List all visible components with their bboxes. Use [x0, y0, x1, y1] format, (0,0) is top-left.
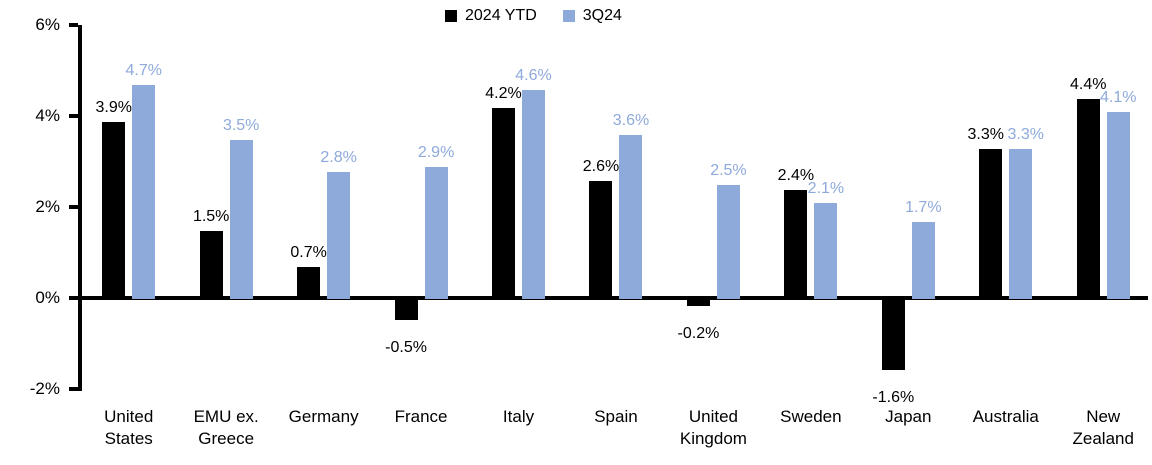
y-axis-label: 2% [35, 197, 60, 216]
bar-2024ytd-emu-ex-greece [199, 230, 223, 299]
value-label: 4.1% [1099, 89, 1137, 107]
bar-2024ytd-sweden [784, 189, 808, 299]
bar-3q24-france [424, 167, 448, 299]
y-axis-tick [69, 296, 78, 300]
value-label: 3.9% [95, 98, 132, 116]
value-label: 2.4% [777, 166, 815, 184]
value-label: 1.7% [905, 198, 942, 216]
bar-3q24-germany [327, 171, 351, 299]
bar-3q24-australia [1009, 148, 1033, 299]
value-label: 1.5% [192, 207, 230, 225]
zero-axis-line [78, 296, 1148, 300]
y-axis-label: 0% [35, 288, 60, 307]
value-label: 2.6% [582, 157, 620, 175]
bar-2024ytd-new-zealand [1076, 98, 1100, 299]
bar-3q24-italy [522, 89, 546, 299]
bar-3q24-emu-ex-greece [229, 139, 253, 299]
y-axis-tick [69, 205, 78, 209]
value-label: 4.6% [515, 66, 552, 84]
value-label: 3.3% [967, 125, 1004, 143]
x-axis-label: EMU ex. Greece [193, 407, 259, 448]
value-label: 2.8% [320, 148, 357, 166]
bar-3q24-japan [911, 221, 935, 299]
x-axis-label: Australia [972, 407, 1039, 426]
x-axis-label: Spain [594, 407, 638, 426]
x-axis-label: United States [104, 407, 154, 448]
value-label: -0.2% [677, 325, 720, 343]
value-label: -1.6% [872, 388, 915, 406]
bar-2024ytd-italy [492, 107, 516, 299]
legend-label-3q24: 3Q24 [582, 7, 622, 24]
y-axis-label: -2% [29, 379, 60, 398]
value-label: 4.2% [485, 84, 522, 102]
x-axis-label: Italy [502, 407, 535, 426]
y-axis-label: 4% [35, 106, 60, 125]
chart-legend: 2024 YTD 3Q24 [445, 7, 622, 25]
legend-label-2024-ytd: 2024 YTD [465, 7, 537, 24]
bar-3q24-spain [619, 135, 643, 299]
bar-2024ytd-france [394, 297, 418, 320]
legend-item-3q24: 3Q24 [562, 7, 622, 25]
legend-swatch-3q24 [562, 10, 575, 22]
y-axis-label: 6% [35, 15, 60, 34]
bar-3q24-new-zealand [1106, 112, 1130, 299]
y-axis-line [78, 25, 82, 391]
value-label: 3.5% [222, 116, 260, 134]
bar-2024ytd-germany [297, 267, 321, 299]
value-label: 2.5% [710, 162, 747, 180]
x-axis-label: New Zealand [1072, 407, 1134, 448]
x-axis-label: Germany [288, 407, 359, 426]
value-label: 3.6% [612, 112, 650, 130]
legend-swatch-2024-ytd [445, 10, 457, 22]
legend-item-2024-ytd: 2024 YTD [445, 7, 537, 25]
value-label: 0.7% [290, 244, 327, 262]
bar-2024ytd-united-states [102, 121, 126, 299]
y-axis-tick [69, 114, 78, 118]
value-label: 2.9% [417, 144, 455, 162]
value-label: -0.5% [385, 338, 427, 356]
bar-3q24-united-kingdom [716, 185, 740, 299]
x-axis-label: United Kingdom [679, 407, 747, 448]
bar-2024ytd-australia [979, 148, 1003, 299]
x-axis-label: France [394, 407, 448, 426]
x-axis-label: Japan [885, 407, 932, 426]
value-label: 2.1% [807, 180, 845, 198]
value-label: 3.3% [1007, 125, 1044, 143]
y-axis-tick [69, 23, 78, 27]
value-label: 4.7% [125, 62, 162, 80]
bar-2024ytd-united-kingdom [686, 297, 710, 307]
bar-3q24-united-states [132, 85, 156, 299]
bar-2024ytd-japan [881, 297, 905, 370]
value-label: 4.4% [1069, 75, 1107, 93]
bar-2024ytd-spain [589, 180, 613, 299]
bar-3q24-sweden [814, 203, 838, 299]
y-axis-tick [69, 387, 78, 391]
x-axis-label: Sweden [780, 407, 842, 426]
